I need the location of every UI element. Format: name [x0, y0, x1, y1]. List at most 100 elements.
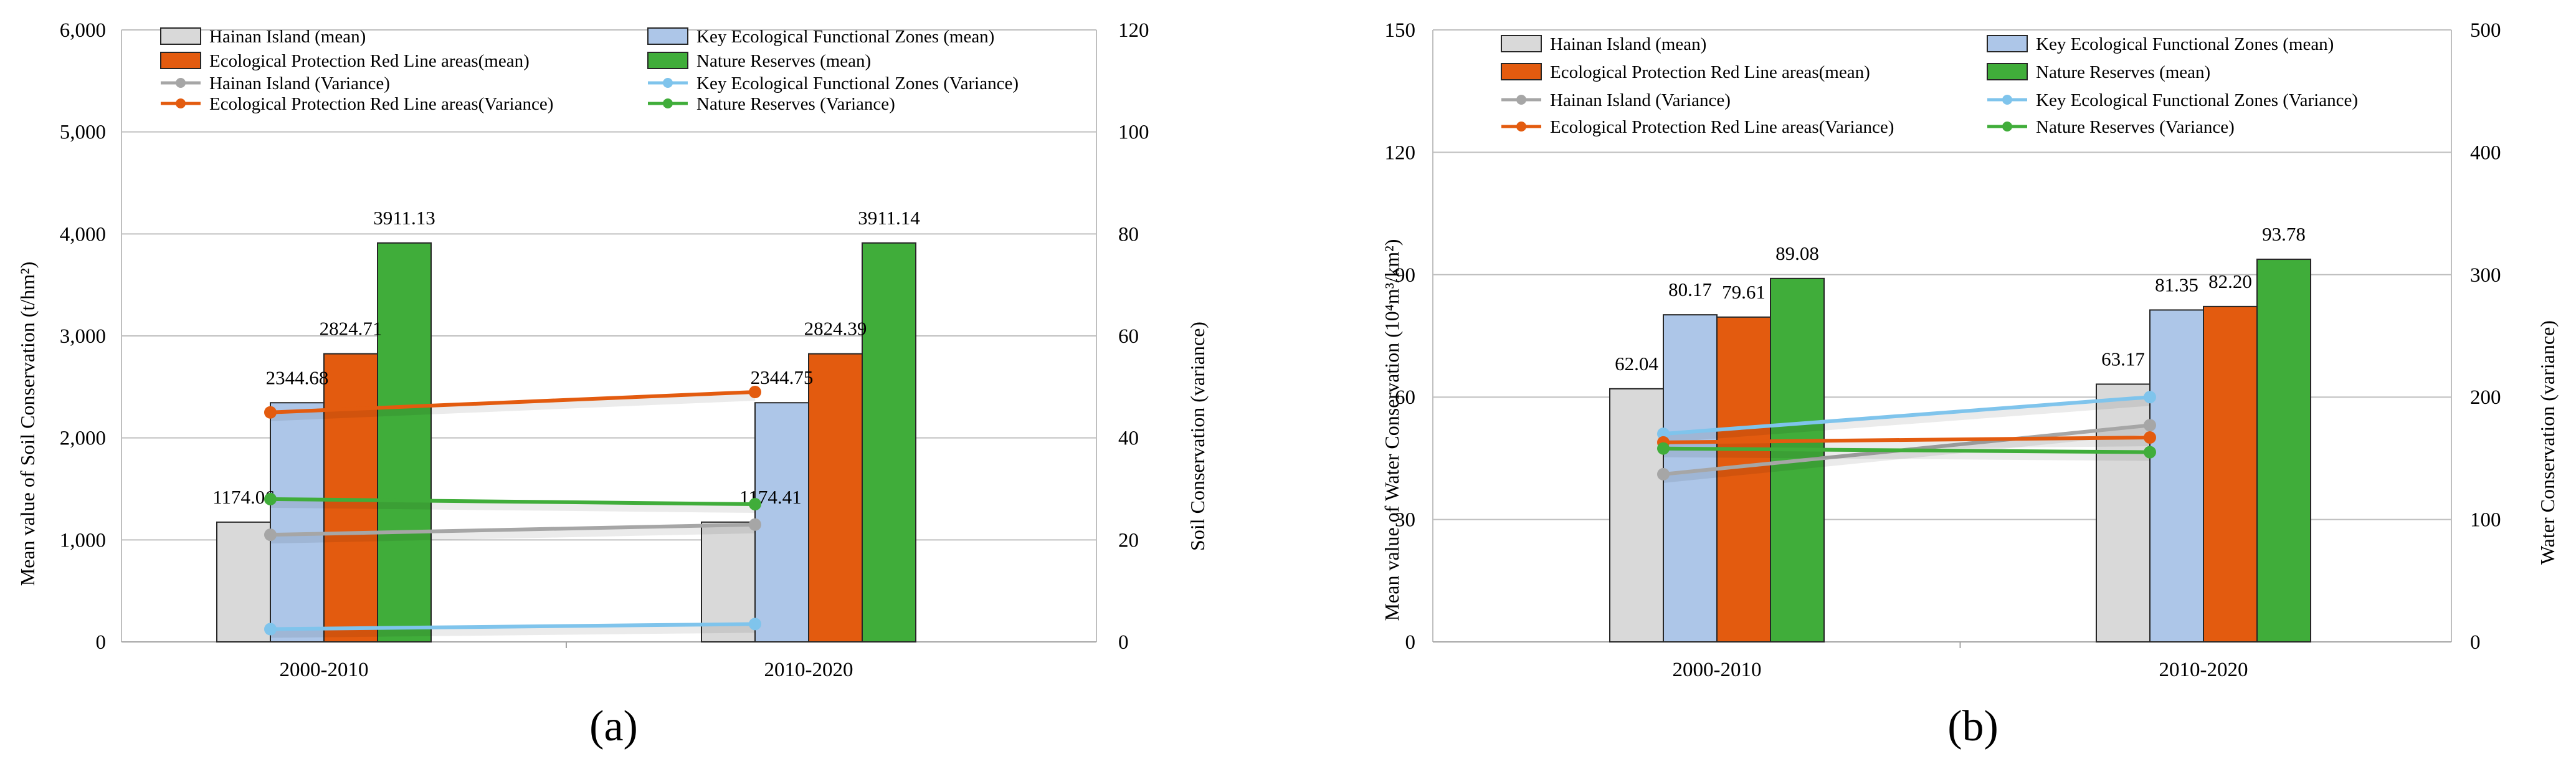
series-line: [270, 522, 756, 537]
y-tick-label: 2,000: [60, 428, 106, 450]
bar: [323, 353, 378, 643]
left-axis-title: Mean value of Water Conservation (10⁴m³/…: [1381, 239, 1403, 621]
y-right-tick-label: 100: [1118, 122, 1149, 144]
y-tick-label: 4,000: [60, 223, 106, 246]
point: [264, 406, 277, 419]
left-axis-title-group: Mean value of Soil Conservation (t/hm²): [16, 262, 39, 586]
data-label: 79.61: [1722, 281, 1766, 303]
x-tick-label: 2000-2010: [280, 659, 369, 681]
legend-item: Key Ecological Functional Zones (mean): [1987, 34, 2334, 54]
left-axis-title: Mean value of Soil Conservation (t/hm²): [16, 262, 39, 586]
legend-item: Ecological Protection Red Line areas(Var…: [161, 94, 553, 114]
panel-letter: (a): [589, 702, 638, 750]
bar: [2256, 259, 2311, 643]
legend-label: Ecological Protection Red Line areas(Var…: [1550, 117, 1894, 137]
series-line: [270, 622, 756, 631]
bar: [1716, 316, 1771, 643]
y-right-tick-label: 20: [1118, 529, 1139, 552]
bar: [2203, 305, 2258, 643]
series-line-shadow: [270, 524, 756, 544]
y-tick-label: 1,000: [60, 529, 106, 552]
y-right-tick-label: 300: [2470, 264, 2501, 287]
y-tick-label: 3,000: [60, 325, 106, 348]
variance-series: [264, 518, 761, 544]
y-right-tick-label: 120: [1118, 19, 1149, 42]
series-line-shadow: [270, 624, 756, 638]
legend-item: Hainan Island (mean): [160, 27, 366, 47]
series-line: [1663, 395, 2151, 436]
bar: [754, 402, 809, 643]
y-tick-label: 0: [1405, 631, 1416, 654]
point: [749, 386, 761, 399]
legend-swatch: [1501, 35, 1542, 52]
y-tick-label: 5,000: [60, 122, 106, 144]
legend-label: Key Ecological Functional Zones (mean): [696, 27, 994, 47]
legend-label: Ecological Protection Red Line areas(Var…: [209, 94, 553, 114]
legend-label: Nature Reserves (Variance): [2036, 117, 2235, 137]
series-line: [270, 390, 756, 414]
y-right-tick-label: 0: [2470, 631, 2481, 654]
legend-swatch-marker: [176, 78, 186, 88]
variance-series: [264, 492, 761, 514]
legend-swatch: [647, 52, 688, 69]
y-right-tick-label: 60: [1118, 325, 1139, 348]
x-tick-label: 2000-2010: [1673, 659, 1762, 681]
legend-item: Ecological Protection Red Line areas(mea…: [160, 51, 530, 71]
panel-b: Mean value of Water Conservation (10⁴m³/…: [1381, 19, 2559, 750]
data-label: 2344.75: [751, 366, 814, 388]
legend-label: Key Ecological Functional Zones (mean): [2036, 34, 2334, 54]
y-tick-label: 6,000: [60, 19, 106, 42]
y-tick-label: 60: [1395, 386, 1415, 409]
variance-series: [264, 386, 761, 421]
legend: Hainan Island (mean) Key Ecological Funct…: [1501, 34, 2358, 137]
data-label: 82.20: [2208, 270, 2252, 292]
data-label: 2824.39: [804, 318, 867, 340]
series-line-shadow: [1663, 448, 2151, 461]
y-right-tick-label: 80: [1118, 223, 1139, 246]
series-line-shadow: [270, 499, 756, 514]
point: [2144, 446, 2156, 459]
y-right-tick-label: 0: [1118, 631, 1129, 654]
legend-label: Nature Reserves (mean): [696, 51, 871, 71]
x-tick-label: 2010-2020: [2159, 659, 2248, 681]
point: [1657, 428, 1670, 441]
legend-item: Hainan Island (mean): [1501, 34, 1706, 54]
legend-label: Ecological Protection Red Line areas(mea…: [1550, 62, 1870, 82]
legend-label: Ecological Protection Red Line areas(mea…: [209, 51, 530, 71]
y-right-tick-label: 200: [2470, 386, 2501, 409]
series-line-shadow: [270, 392, 756, 421]
point: [264, 528, 277, 542]
legend-swatch-marker: [2002, 122, 2012, 131]
series-line: [270, 497, 756, 507]
legend-swatch-marker: [2002, 95, 2012, 105]
legend-label: Key Ecological Functional Zones (Varianc…: [2036, 90, 2358, 110]
legend-item: Hainan Island (Variance): [1501, 90, 1731, 110]
y-tick-label: 150: [1385, 19, 1416, 42]
point: [2144, 431, 2156, 444]
legend-label: Hainan Island (Variance): [209, 74, 390, 93]
point: [749, 498, 761, 511]
data-label: 2344.68: [266, 366, 329, 388]
point: [2144, 419, 2156, 432]
bar: [862, 242, 916, 643]
series-line: [1663, 436, 2151, 444]
data-label: 80.17: [1668, 279, 1712, 300]
bar: [2096, 383, 2151, 643]
data-label: 89.08: [1775, 242, 1819, 264]
legend-label: Hainan Island (mean): [209, 27, 366, 47]
legend-swatch: [160, 27, 201, 45]
data-label: 1174.06: [212, 486, 275, 508]
legend-swatch-marker: [663, 78, 673, 88]
bar: [701, 521, 756, 643]
legend-label: Nature Reserves (mean): [2036, 62, 2210, 82]
series-line-shadow: [1663, 397, 2151, 443]
y-tick-label: 0: [96, 631, 107, 654]
series-line-shadow: [1663, 437, 2151, 451]
legend-swatch: [1987, 35, 2028, 52]
legend-label: Key Ecological Functional Zones (Varianc…: [696, 74, 1019, 93]
data-label: 3911.14: [858, 207, 920, 229]
panel-a: Mean value of Soil Conservation (t/hm²) …: [16, 19, 1209, 750]
data-label: 2824.71: [320, 318, 383, 340]
legend-item: Ecological Protection Red Line areas(Var…: [1501, 117, 1894, 137]
